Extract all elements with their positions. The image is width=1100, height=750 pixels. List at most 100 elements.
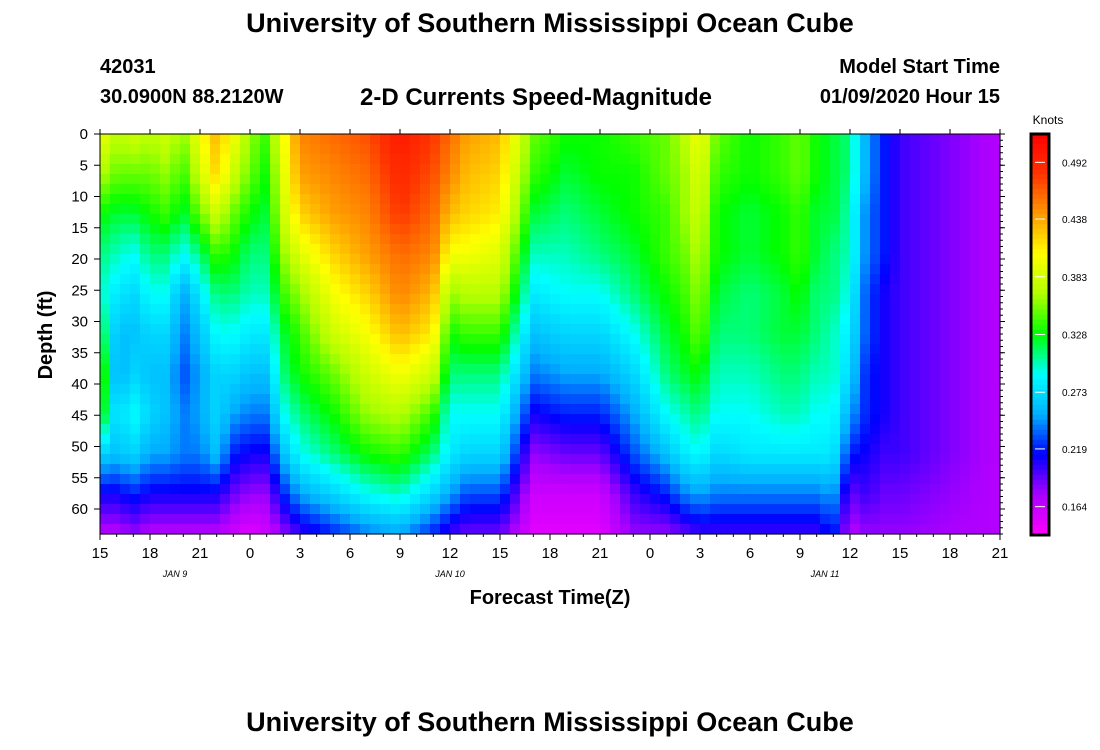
heatmap-cell <box>520 204 531 215</box>
heatmap-cell <box>620 174 631 185</box>
heatmap-cell <box>580 154 591 165</box>
heatmap-cell <box>110 474 121 485</box>
heatmap-cell <box>990 204 1001 215</box>
heatmap-cell <box>980 274 991 285</box>
heatmap-cell <box>520 344 531 355</box>
heatmap-cell <box>280 454 291 465</box>
heatmap-cell <box>300 374 311 385</box>
heatmap-cell <box>840 194 851 205</box>
heatmap-cell <box>910 134 921 145</box>
heatmap-cell <box>610 314 621 325</box>
heatmap-cell <box>670 314 681 325</box>
heatmap-cell <box>390 194 401 205</box>
heatmap-cell <box>210 254 221 265</box>
heatmap-cell <box>710 144 721 155</box>
heatmap-cell <box>590 474 601 485</box>
heatmap-cell <box>890 364 901 375</box>
colorbar-segment <box>1031 429 1049 436</box>
heatmap-cell <box>780 294 791 305</box>
heatmap-cell <box>170 334 181 345</box>
heatmap-cell <box>200 504 211 515</box>
heatmap-cell <box>760 414 771 425</box>
heatmap-cell <box>240 204 251 215</box>
heatmap-cell <box>530 374 541 385</box>
heatmap-cell <box>350 214 361 225</box>
heatmap-cell <box>680 374 691 385</box>
y-tick-label: 0 <box>80 126 88 143</box>
heatmap-cell <box>160 374 171 385</box>
heatmap-cell <box>790 274 801 285</box>
heatmap-cell <box>200 224 211 235</box>
heatmap-cell <box>830 264 841 275</box>
heatmap-cell <box>530 504 541 515</box>
heatmap-cell <box>590 384 601 395</box>
colorbar-segment <box>1031 404 1049 411</box>
heatmap-cell <box>200 524 211 535</box>
heatmap-cell <box>330 164 341 175</box>
heatmap-cell <box>110 404 121 415</box>
heatmap-cell <box>570 224 581 235</box>
heatmap-cell <box>370 524 381 535</box>
heatmap-cell <box>250 154 261 165</box>
heatmap-cell <box>970 364 981 375</box>
heatmap-cell <box>460 294 471 305</box>
heatmap-cell <box>680 504 691 515</box>
heatmap-cell <box>110 254 121 265</box>
heatmap-cell <box>120 374 131 385</box>
heatmap-cell <box>440 454 451 465</box>
heatmap-cell <box>660 434 671 445</box>
heatmap-cell <box>660 174 671 185</box>
heatmap-cell <box>920 524 931 535</box>
heatmap-cell <box>520 484 531 495</box>
heatmap-cell <box>510 424 521 435</box>
heatmap-cell <box>320 144 331 155</box>
heatmap-cell <box>890 474 901 485</box>
heatmap-cell <box>680 514 691 525</box>
heatmap-cell <box>670 384 681 395</box>
heatmap-cell <box>350 474 361 485</box>
heatmap-cell <box>890 374 901 385</box>
heatmap-cell <box>790 454 801 465</box>
heatmap-cell <box>300 434 311 445</box>
heatmap-cell <box>690 494 701 505</box>
heatmap-cell <box>300 464 311 475</box>
heatmap-cell <box>350 314 361 325</box>
heatmap-cell <box>660 214 671 225</box>
heatmap-cell <box>740 174 751 185</box>
heatmap-cell <box>120 184 131 195</box>
heatmap-cell <box>940 344 951 355</box>
heatmap-cell <box>200 274 211 285</box>
heatmap-cell <box>250 164 261 175</box>
heatmap-cell <box>740 304 751 315</box>
heatmap-cell <box>450 424 461 435</box>
heatmap-cell <box>320 284 331 295</box>
heatmap-cell <box>160 394 171 405</box>
heatmap-cell <box>720 464 731 475</box>
heatmap-cell <box>470 204 481 215</box>
heatmap-cell <box>620 284 631 295</box>
heatmap-cell <box>990 414 1001 425</box>
heatmap-cell <box>780 154 791 165</box>
heatmap-cell <box>500 144 511 155</box>
heatmap-cell <box>230 344 241 355</box>
heatmap-cell <box>140 404 151 415</box>
heatmap-cell <box>290 264 301 275</box>
heatmap-cell <box>380 284 391 295</box>
heatmap-cell <box>780 424 791 435</box>
heatmap-cell <box>970 314 981 325</box>
heatmap-cell <box>120 494 131 505</box>
heatmap-cell <box>530 134 541 145</box>
heatmap-cell <box>390 184 401 195</box>
heatmap-cell <box>390 424 401 435</box>
heatmap-cell <box>480 424 491 435</box>
heatmap-cell <box>350 454 361 465</box>
heatmap-cell <box>370 444 381 455</box>
heatmap-cell <box>210 454 221 465</box>
heatmap-cell <box>480 334 491 345</box>
heatmap-cell <box>630 234 641 245</box>
heatmap-cell <box>890 404 901 415</box>
heatmap-cell <box>290 474 301 485</box>
heatmap-cell <box>960 264 971 275</box>
heatmap-cell <box>830 244 841 255</box>
heatmap-cell <box>620 484 631 495</box>
